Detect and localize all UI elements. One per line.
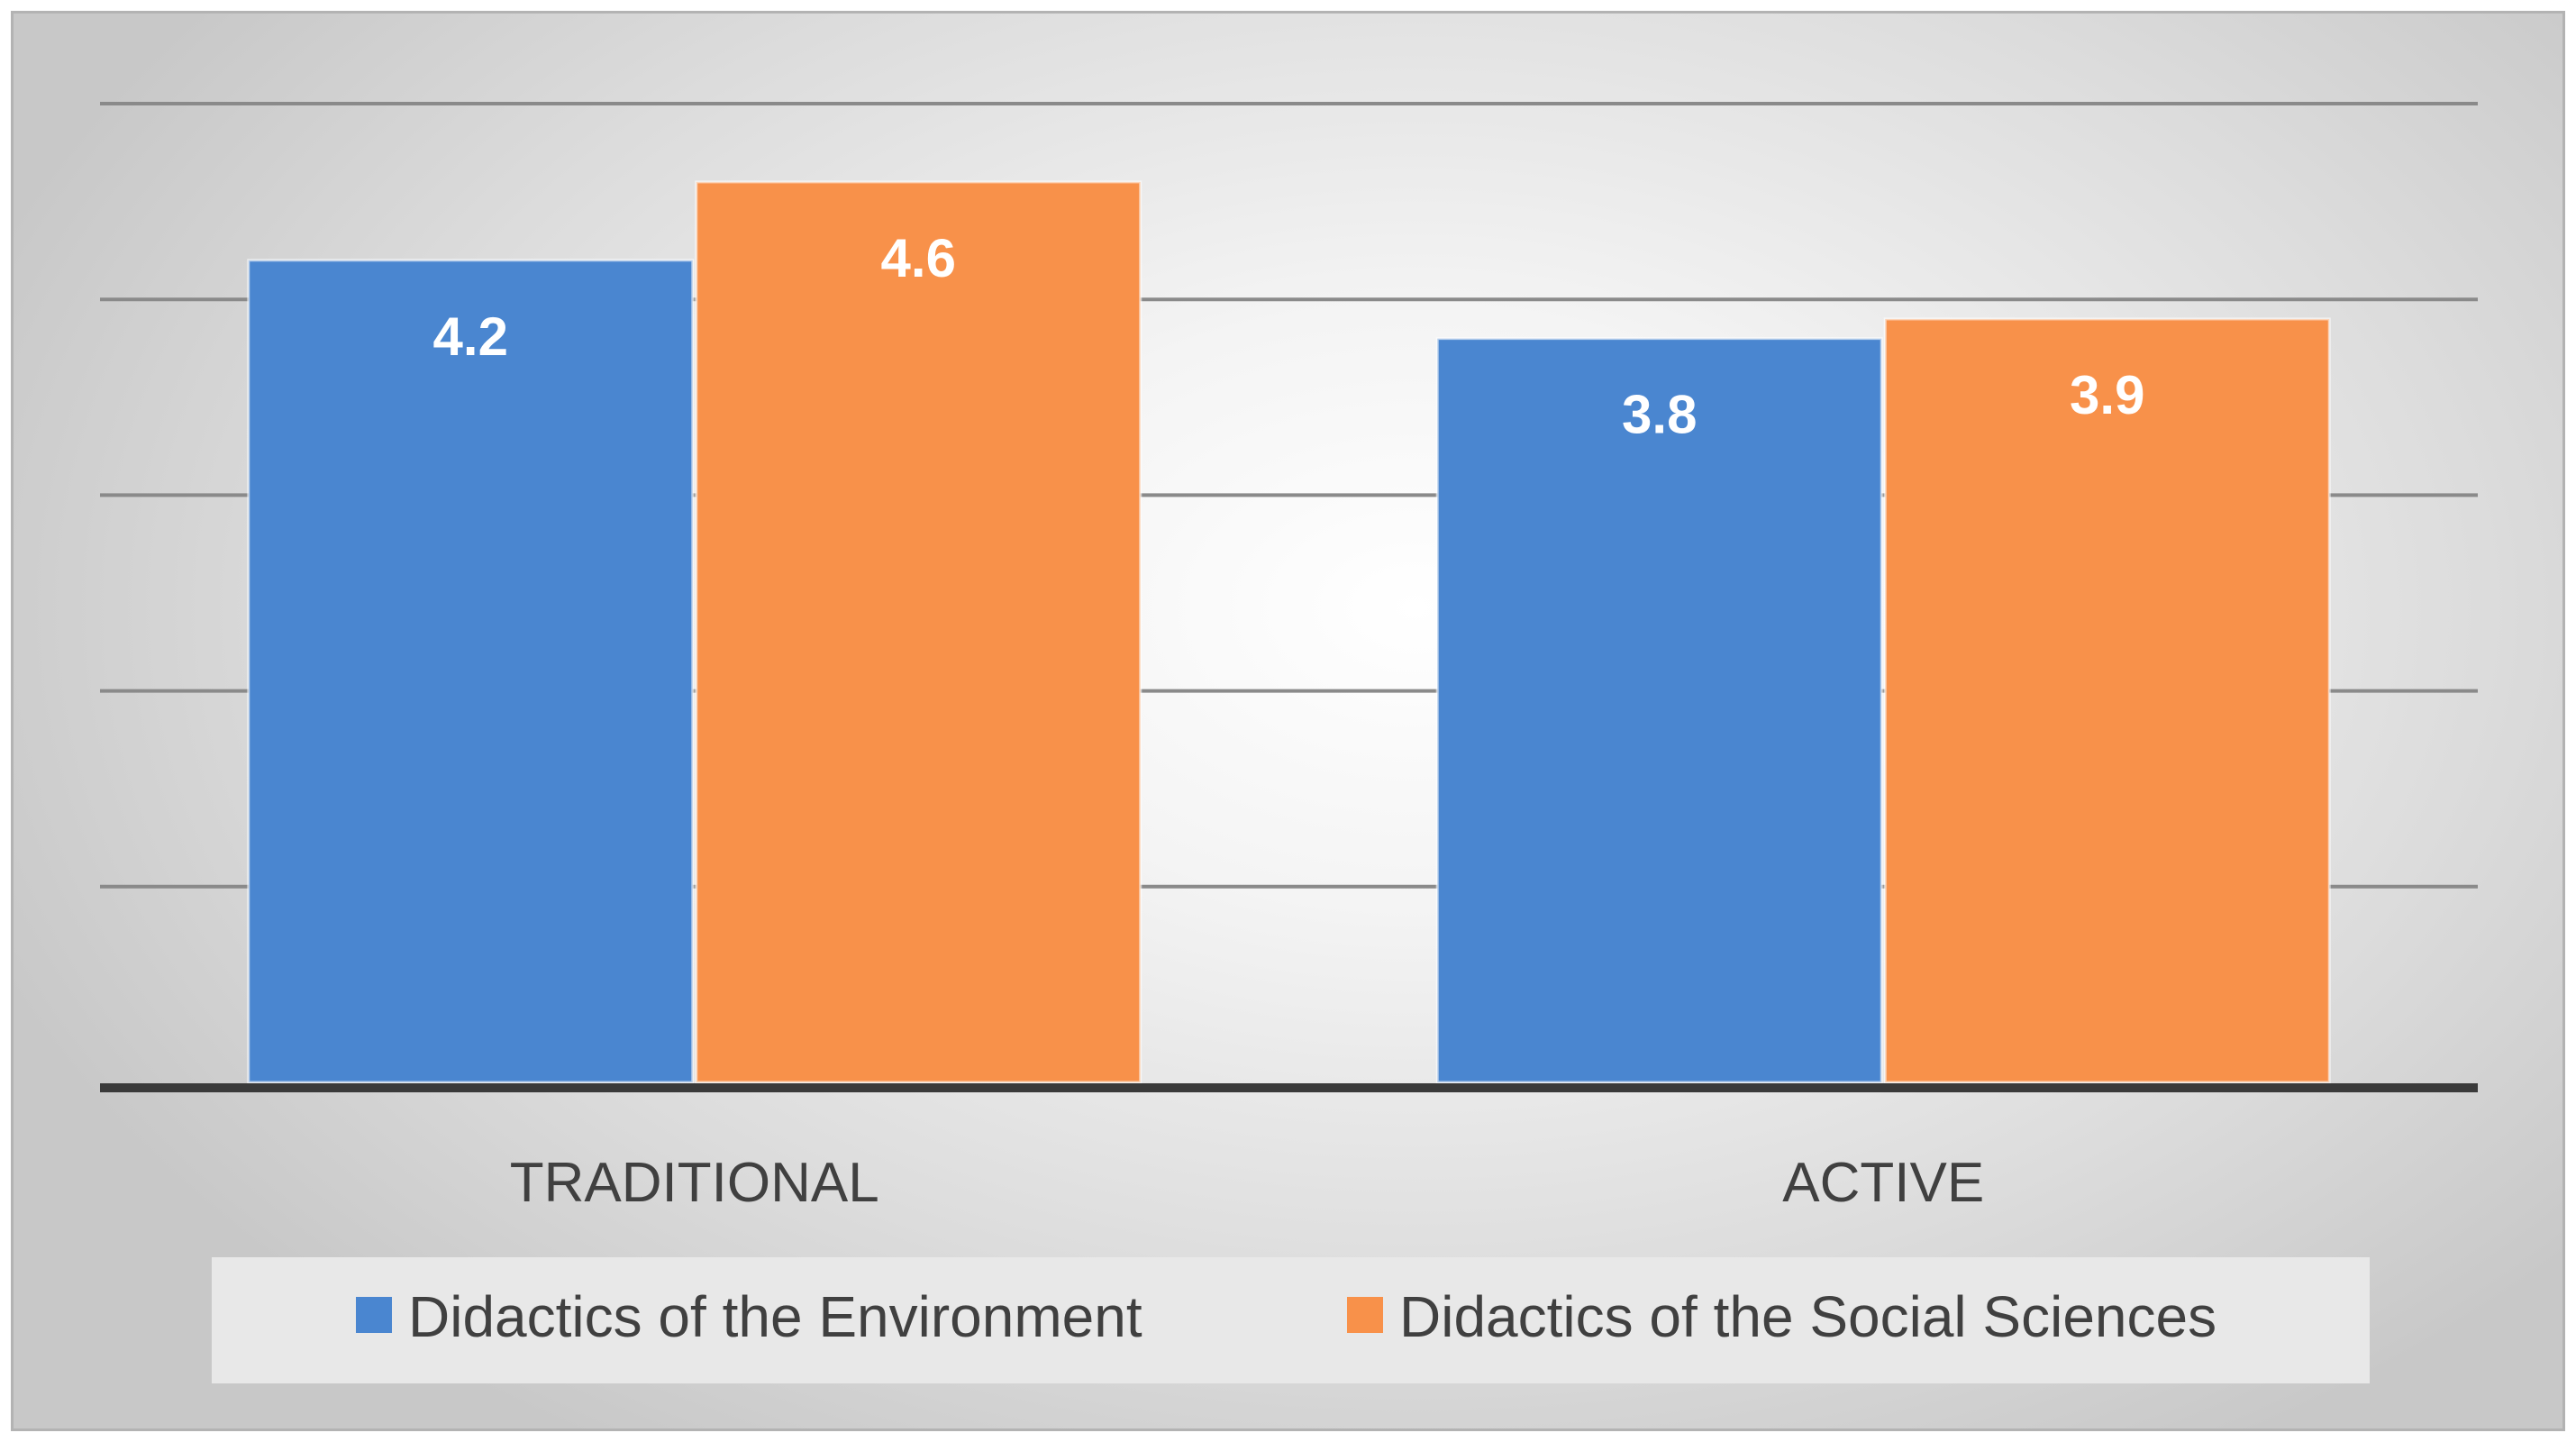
bar-active-series-1 [1435, 337, 1883, 1084]
legend-swatch [356, 1297, 392, 1333]
legend: Didactics of the Environment Didactics of… [212, 1257, 2370, 1383]
bar-traditional-series-2 [695, 180, 1142, 1084]
chart-svg: 4.2 4.6 TRADITIONAL 3.8 3.9 ACTIVE Didactics … [100, 102, 2478, 1383]
data-label: 4.6 [881, 228, 956, 288]
legend-label: Didactics of the Environment [408, 1284, 1142, 1349]
data-label: 4.2 [433, 306, 508, 367]
labels-layer: 4.2 4.6 TRADITIONAL 3.8 3.9 ACTIVE [433, 228, 2145, 1214]
category-label-traditional: TRADITIONAL [510, 1152, 879, 1214]
data-label: 3.8 [1622, 385, 1697, 445]
category-label-active: ACTIVE [1782, 1152, 1984, 1214]
legend-label: Didactics of the Social Sciences [1399, 1284, 2216, 1349]
legend-background [212, 1257, 2370, 1383]
data-label: 3.9 [2070, 365, 2144, 425]
chart-frame: 4.2 4.6 TRADITIONAL 3.8 3.9 ACTIVE Didactics … [11, 11, 2565, 1431]
legend-swatch [1347, 1297, 1383, 1333]
bar-active-series-2 [1883, 317, 2331, 1084]
bar-traditional-series-1 [247, 259, 695, 1084]
bars-layer [247, 180, 2331, 1084]
